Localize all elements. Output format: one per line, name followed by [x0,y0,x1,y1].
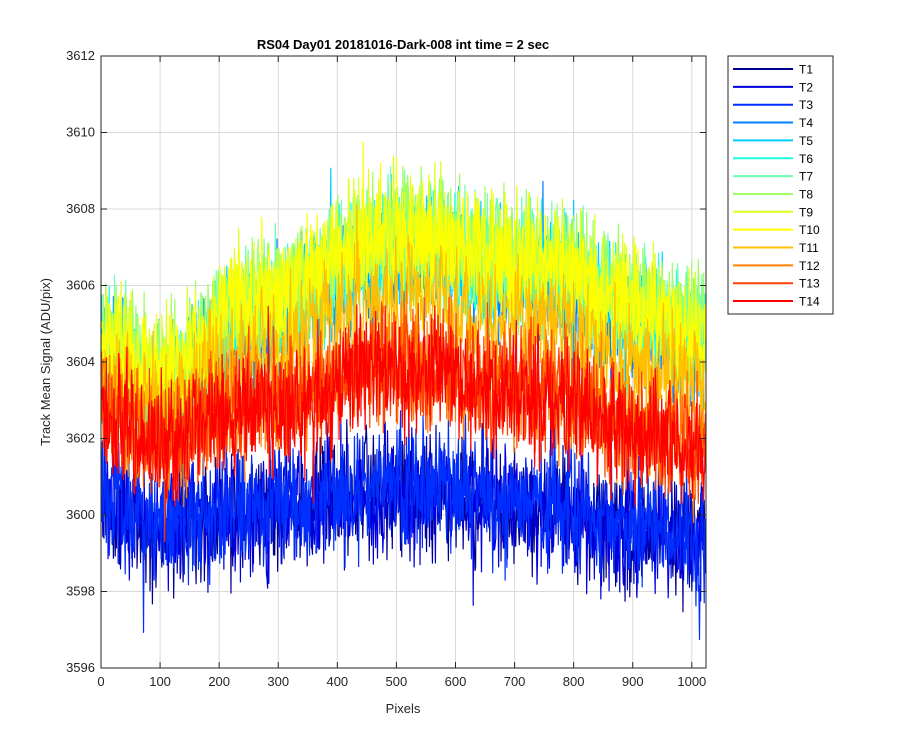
axis-ticks: 0 100 200 300 400 500 600 700 800 900 1000 3596 3598… [66,48,706,689]
y-tick-label: 3602 [66,431,95,446]
x-tick-label: 700 [504,674,526,689]
legend-label-t11: T11 [799,241,819,255]
legend-label-t7: T7 [799,170,813,184]
y-axis-label: Track Mean Signal (ADU/pix) [38,278,53,446]
x-tick-label: 600 [445,674,467,689]
legend-label-t2: T2 [799,80,813,94]
x-tick-label: 800 [563,674,585,689]
x-tick-label: 900 [622,674,644,689]
y-tick-label: 3608 [66,201,95,216]
y-tick-label: 3610 [66,125,95,140]
y-tick-label: 3606 [66,278,95,293]
legend-label-t13: T13 [799,277,820,291]
x-tick-label: 1000 [677,674,706,689]
legend-label-t3: T3 [799,98,813,112]
x-tick-label: 0 [97,674,104,689]
legend-box [727,55,834,315]
x-tick-label: 500 [386,674,408,689]
x-tick-label: 200 [208,674,230,689]
y-tick-label: 3600 [66,507,95,522]
x-tick-label: 100 [149,674,171,689]
series-line-t14 [101,304,706,507]
legend-label-t10: T10 [799,223,820,237]
y-tick-label: 3598 [66,584,95,599]
legend-label-t9: T9 [799,205,813,219]
x-axis-label: Pixels [386,701,421,716]
x-tick-label: 300 [267,674,289,689]
series-line-t3 [101,395,706,640]
y-tick-label: 3612 [66,48,95,63]
legend-label-t1: T1 [799,63,813,77]
legend: T1 T2 T3 T4 T5 T6 T7 T8 T9 T10 T11 T12 T13 T14 [727,55,834,315]
x-tick-label: 400 [326,674,348,689]
y-tick-label: 3604 [66,354,95,369]
series-line-t10 [101,141,706,435]
y-tick-label: 3596 [66,660,95,675]
legend-label-t14: T14 [799,295,820,309]
series-lines [101,141,706,640]
legend-label-t6: T6 [799,152,813,166]
chart-title: RS04 Day01 20181016-Dark-008 int time = … [257,37,549,52]
legend-label-t4: T4 [799,116,813,130]
legend-label-t12: T12 [799,259,820,273]
legend-label-t8: T8 [799,187,813,201]
legend-label-t5: T5 [799,134,813,148]
